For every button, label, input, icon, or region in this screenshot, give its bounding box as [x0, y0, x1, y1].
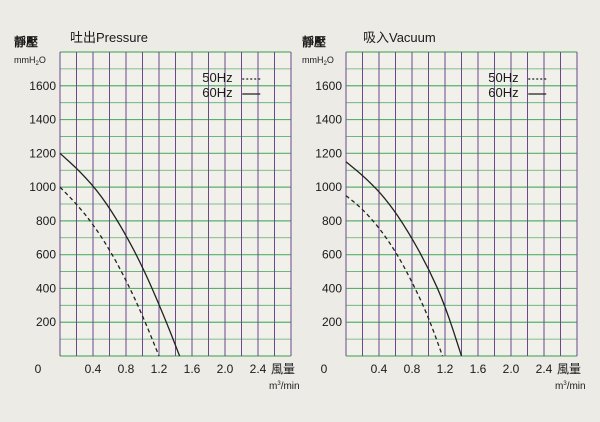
series-line-50hz	[59, 186, 160, 357]
x-tick-label: 0.8	[118, 362, 135, 376]
series-line-60hz	[59, 152, 181, 357]
x-unit-label: m3/min	[555, 381, 586, 392]
y-unit-prefix: mmH	[14, 55, 36, 65]
y-tick-label: 1600	[315, 79, 342, 93]
x-unit-superscript: 3	[277, 381, 281, 387]
y-tick-label: 1600	[29, 79, 56, 93]
x-tick-label: 2.4	[536, 362, 553, 376]
x-tick-label: 1.2	[437, 362, 454, 376]
x-tick-label: 2.0	[503, 362, 520, 376]
x-axis-label: 風量	[557, 362, 581, 376]
y-unit-tail: O	[39, 55, 46, 65]
x-tick-label: 1.6	[184, 362, 201, 376]
legend-label: 60Hz	[488, 85, 518, 100]
chart-title: 吐出Pressure	[70, 30, 148, 45]
x-unit-tail: /min	[281, 381, 300, 392]
series-line-50hz	[345, 195, 444, 357]
x-tick-label: 2.0	[217, 362, 234, 376]
y-tick-label: 200	[36, 315, 56, 329]
legend-label: 50Hz	[488, 70, 518, 85]
x-unit-tail: /min	[567, 381, 586, 392]
x-tick-label: 0	[321, 362, 328, 376]
chart-vacuum: 200 400 600 800 1000 1200 1400 1600 0 0.4 0.8 1.2 1.…	[302, 30, 586, 392]
x-unit-prefix: m	[555, 381, 563, 392]
y-tick-label: 600	[36, 248, 56, 262]
x-unit-prefix: m	[269, 381, 277, 392]
x-unit-label: m3/min	[269, 381, 300, 392]
y-unit-main-label: 靜壓	[14, 34, 38, 49]
y-unit-main-label: 靜壓	[302, 34, 326, 49]
x-tick-label: 1.2	[151, 362, 168, 376]
y-tick-label: 600	[322, 248, 342, 262]
y-unit-label: mmH2O	[302, 55, 334, 67]
y-tick-label: 800	[36, 214, 56, 228]
chart-title: 吸入Vacuum	[363, 30, 436, 45]
y-unit-subscript: 2	[324, 61, 328, 67]
y-tick-label: 200	[322, 315, 342, 329]
x-tick-label: 0.4	[85, 362, 102, 376]
y-tick-label: 1000	[315, 180, 342, 194]
x-tick-label: 0.4	[371, 362, 388, 376]
y-tick-label: 800	[322, 214, 342, 228]
y-unit-prefix: mmH	[302, 55, 324, 65]
y-tick-label: 1400	[315, 113, 342, 127]
series-line-60hz	[345, 161, 463, 357]
y-unit-subscript: 2	[36, 61, 40, 67]
y-unit-label: mmH2O	[14, 55, 46, 67]
legend-label: 60Hz	[202, 85, 232, 100]
x-axis-label: 風量	[271, 362, 295, 376]
x-unit-superscript: 3	[563, 381, 567, 387]
legend-label: 50Hz	[202, 70, 232, 85]
y-tick-label: 1000	[29, 180, 56, 194]
y-tick-label: 400	[36, 281, 56, 295]
y-tick-label: 1200	[29, 146, 56, 160]
x-tick-label: 0	[35, 362, 42, 376]
y-tick-label: 400	[322, 281, 342, 295]
x-tick-label: 1.6	[470, 362, 487, 376]
y-tick-label: 1200	[315, 146, 342, 160]
chart-pressure: 200 400 600 800 1000 1200 1400 1600 0 0.4 0.8 1.2 1.…	[14, 30, 300, 392]
x-tick-label: 2.4	[250, 362, 267, 376]
x-tick-label: 0.8	[404, 362, 421, 376]
y-tick-label: 1400	[29, 113, 56, 127]
y-unit-tail: O	[327, 55, 334, 65]
